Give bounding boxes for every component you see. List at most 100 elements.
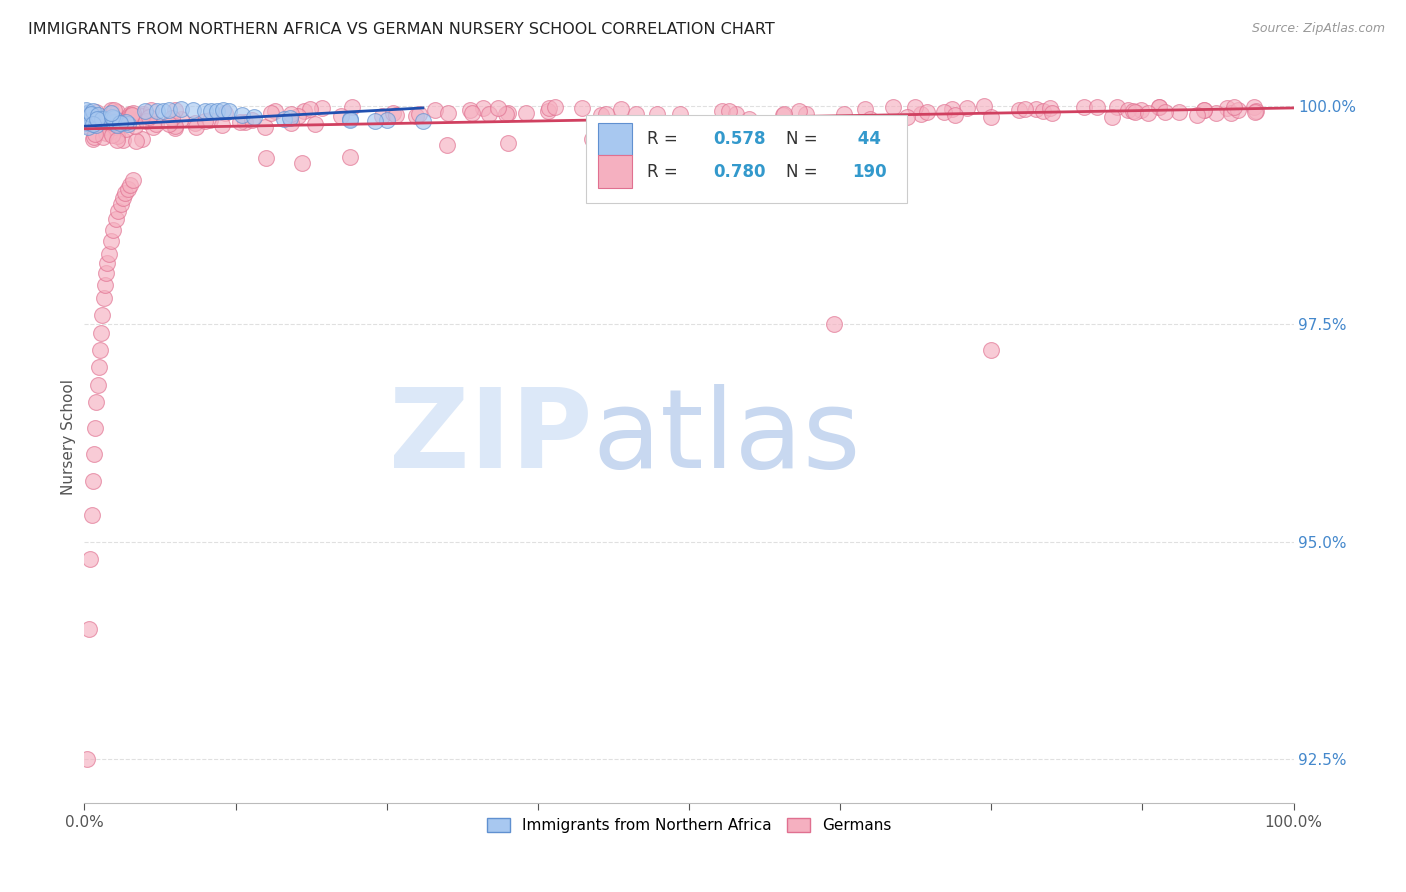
Text: IMMIGRANTS FROM NORTHERN AFRICA VS GERMAN NURSERY SCHOOL CORRELATION CHART: IMMIGRANTS FROM NORTHERN AFRICA VS GERMA… (28, 22, 775, 37)
Point (100, 107, 122, 121)
Point (496, 106, 519, 120)
Point (82, 103, 104, 118)
Text: 44: 44 (852, 130, 882, 148)
Point (853, 102, 876, 116)
Point (77, 120, 100, 134)
Point (292, 104, 315, 119)
Point (115, 122, 138, 136)
Point (107, 203, 129, 218)
Text: N =: N = (786, 163, 823, 181)
Point (103, 115, 125, 129)
Point (1040, 106, 1063, 120)
Point (617, 129, 640, 144)
Point (134, 103, 156, 118)
Point (94, 266, 117, 280)
Point (973, 99, 995, 113)
Point (1014, 102, 1036, 116)
Point (170, 102, 193, 116)
Point (79, 552, 101, 566)
Point (87, 360, 110, 375)
Point (105, 105, 128, 120)
Point (93, 291, 115, 305)
Point (121, 105, 143, 120)
Point (1032, 104, 1054, 119)
Point (339, 113, 361, 128)
Point (496, 136, 519, 150)
Point (94, 112, 117, 127)
Point (101, 128, 124, 143)
Point (114, 115, 136, 129)
Point (77, 115, 100, 129)
Point (131, 109, 153, 123)
Point (1227, 103, 1250, 118)
Point (163, 119, 186, 133)
Point (89, 343, 111, 357)
Point (103, 111, 125, 125)
Point (794, 106, 817, 120)
Point (956, 101, 979, 115)
Point (799, 123, 821, 137)
Point (84, 104, 107, 119)
Y-axis label: Nursery School: Nursery School (60, 379, 76, 495)
Point (79, 111, 101, 125)
Point (93, 116, 115, 130)
Text: atlas: atlas (592, 384, 860, 491)
Point (832, 107, 855, 121)
Point (75, 103, 97, 117)
Point (278, 111, 301, 125)
Point (115, 112, 138, 127)
Point (77, 107, 100, 121)
Point (1192, 103, 1215, 117)
Point (105, 118, 128, 132)
Point (1216, 101, 1239, 115)
Point (1168, 104, 1191, 119)
Point (121, 108, 143, 122)
Text: R =: R = (647, 163, 683, 181)
Point (200, 112, 222, 127)
Text: 190: 190 (852, 163, 887, 181)
Point (436, 106, 458, 120)
Point (120, 178, 142, 192)
Point (100, 105, 122, 120)
Point (242, 110, 264, 124)
Point (105, 129, 128, 144)
Point (118, 106, 141, 120)
Point (169, 112, 191, 126)
Point (101, 114, 124, 128)
Point (1243, 100, 1265, 114)
Point (486, 101, 509, 115)
Point (980, 343, 1002, 357)
Point (101, 110, 124, 124)
Point (472, 101, 495, 115)
Point (910, 107, 932, 121)
Point (90, 112, 112, 126)
Point (932, 104, 955, 119)
Point (668, 106, 690, 120)
Point (183, 116, 205, 130)
Point (82, 474, 104, 488)
Point (181, 103, 204, 117)
Text: 0.578: 0.578 (713, 130, 766, 148)
Point (595, 107, 617, 121)
Point (212, 103, 235, 117)
Point (363, 114, 385, 128)
Point (104, 212, 127, 227)
Point (678, 134, 700, 148)
Point (214, 105, 236, 120)
Point (114, 186, 136, 201)
Point (121, 108, 143, 122)
Point (77, 622, 100, 636)
Point (772, 107, 794, 121)
Point (93, 120, 115, 134)
Point (273, 112, 295, 127)
Point (1116, 103, 1139, 117)
Point (84, 421, 107, 435)
Point (538, 101, 561, 115)
Point (384, 108, 406, 122)
Point (280, 115, 302, 129)
Point (112, 133, 135, 147)
Point (96, 256, 118, 270)
Point (1025, 103, 1047, 117)
Point (260, 106, 283, 120)
Point (943, 108, 966, 122)
